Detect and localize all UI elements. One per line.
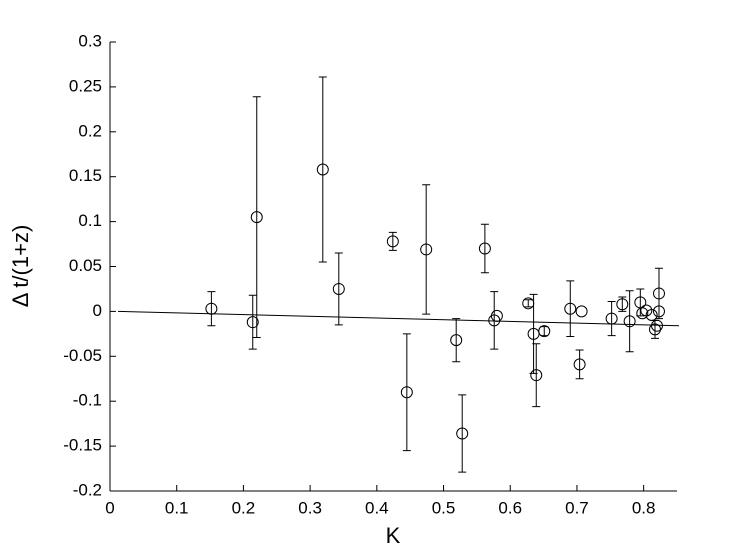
data-point — [316, 163, 329, 176]
error-bar — [334, 252, 343, 326]
data-point — [573, 358, 586, 371]
error-bar — [618, 296, 627, 312]
error-bar — [402, 333, 411, 452]
data-point — [650, 319, 663, 332]
error-bar — [607, 301, 616, 337]
y-tick-label: 0.15 — [69, 166, 102, 185]
error-bar — [575, 349, 584, 380]
data-point — [205, 302, 218, 315]
data-point — [575, 305, 588, 318]
y-tick-label: 0.05 — [69, 256, 102, 275]
y-tick-label: -0.05 — [63, 346, 102, 365]
data-point — [250, 211, 263, 224]
data-point — [420, 243, 433, 256]
y-tick-label: -0.15 — [63, 436, 102, 455]
data-point — [616, 298, 629, 311]
error-bar — [532, 343, 541, 408]
y-tick-label: 0.25 — [69, 76, 102, 95]
error-bar — [252, 96, 261, 338]
data-point — [450, 334, 463, 347]
x-tick-label: 0.6 — [498, 498, 522, 517]
error-bar — [654, 267, 663, 320]
data-point — [490, 309, 503, 322]
data-point — [386, 235, 399, 248]
error-bar — [452, 318, 461, 363]
error-bar — [524, 299, 533, 308]
x-tick-label: 0.5 — [432, 498, 456, 517]
y-tick-label: 0 — [93, 301, 102, 320]
y-tick-label: -0.1 — [73, 391, 102, 410]
data-point — [400, 386, 413, 399]
error-bar — [388, 231, 397, 251]
error-bar — [207, 291, 216, 327]
error-bar — [422, 184, 431, 315]
data-point — [530, 369, 543, 382]
x-tick-label: 0.4 — [365, 498, 389, 517]
error-bar — [248, 294, 257, 350]
y-tick-label: 0.2 — [78, 121, 102, 140]
x-tick-label: 0.2 — [232, 498, 256, 517]
data-point — [332, 282, 345, 295]
error-bar — [318, 76, 327, 263]
x-tick-label: 0 — [105, 498, 114, 517]
x-tick-label: 0.1 — [165, 498, 189, 517]
data-point — [652, 305, 665, 318]
y-tick-label: -0.2 — [73, 480, 102, 499]
data-point — [478, 242, 491, 255]
error-bar — [540, 326, 549, 337]
error-bar — [566, 280, 575, 338]
x-axis-label: K — [386, 523, 401, 548]
fit-line — [117, 310, 680, 327]
error-bar — [625, 290, 634, 353]
y-tick-label: 0.1 — [78, 211, 102, 230]
data-point — [636, 307, 649, 320]
error-bar — [480, 223, 489, 274]
data-point — [564, 302, 577, 315]
y-axis-label: Δ t/(1+z) — [8, 225, 33, 308]
data-point — [538, 325, 551, 338]
x-tick-label: 0.7 — [565, 498, 589, 517]
x-tick-label: 0.3 — [298, 498, 322, 517]
data-point — [623, 315, 636, 328]
data-point — [246, 316, 259, 329]
data-point — [456, 427, 469, 440]
y-tick-label: 0.3 — [78, 31, 102, 50]
error-bar — [458, 394, 467, 473]
data-point — [652, 287, 665, 300]
data-point — [605, 312, 618, 325]
error-bar — [636, 288, 645, 317]
x-tick-label: 0.8 — [632, 498, 656, 517]
